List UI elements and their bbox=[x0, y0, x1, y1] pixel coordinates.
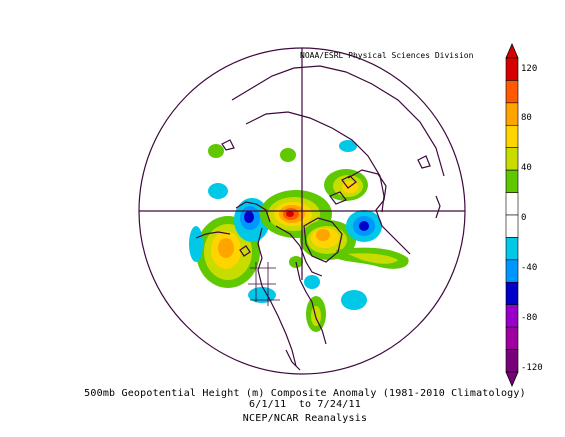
colorbar-cell bbox=[505, 259, 519, 283]
caption-source: NCEP/NCAR Reanalysis bbox=[242, 413, 368, 424]
credit-text: NOAA/ESRL Physical Sciences Division bbox=[300, 51, 474, 60]
colorbar-cell bbox=[505, 124, 519, 149]
colorbar-bottom-arrow bbox=[505, 371, 519, 388]
colorbar-label-0: 0 bbox=[521, 213, 527, 223]
colorbar-label-minus40: -40 bbox=[521, 263, 538, 273]
colorbar-cell bbox=[505, 326, 519, 350]
colorbar bbox=[505, 42, 519, 388]
caption-title: 500mb Geopotential Height (m) Composite … bbox=[84, 388, 526, 399]
colorbar-cells bbox=[505, 57, 519, 373]
colorbar-cell bbox=[505, 214, 519, 238]
colorbar-cell bbox=[505, 102, 519, 126]
colorbar-cell bbox=[505, 281, 519, 306]
colorbar-label-minus80: -80 bbox=[521, 313, 538, 323]
colorbar-cell bbox=[505, 192, 519, 216]
colorbar-label-40: 40 bbox=[521, 163, 532, 173]
caption-dates: 6/1/11 to 7/24/11 bbox=[249, 399, 361, 410]
colorbar-top-arrow bbox=[505, 42, 519, 59]
anomaly-fields bbox=[189, 140, 409, 332]
map-border bbox=[138, 47, 466, 375]
polar-map bbox=[139, 48, 465, 374]
anomaly-pacific-negative bbox=[189, 226, 203, 262]
colorbar-cell bbox=[505, 57, 519, 81]
anomaly-small-neg-1 bbox=[208, 183, 228, 199]
colorbar-cell bbox=[505, 349, 519, 373]
colorbar-label-minus120: -120 bbox=[521, 363, 543, 373]
colorbar-cell bbox=[505, 237, 519, 261]
colorbar-cell bbox=[505, 147, 519, 171]
colorbar-cell bbox=[505, 80, 519, 104]
colorbar-cell bbox=[505, 169, 519, 193]
colorbar-cell bbox=[505, 304, 519, 328]
colorbar-label-80: 80 bbox=[521, 113, 532, 123]
colorbar-label-120: 120 bbox=[521, 64, 538, 74]
coastlines bbox=[195, 65, 445, 371]
